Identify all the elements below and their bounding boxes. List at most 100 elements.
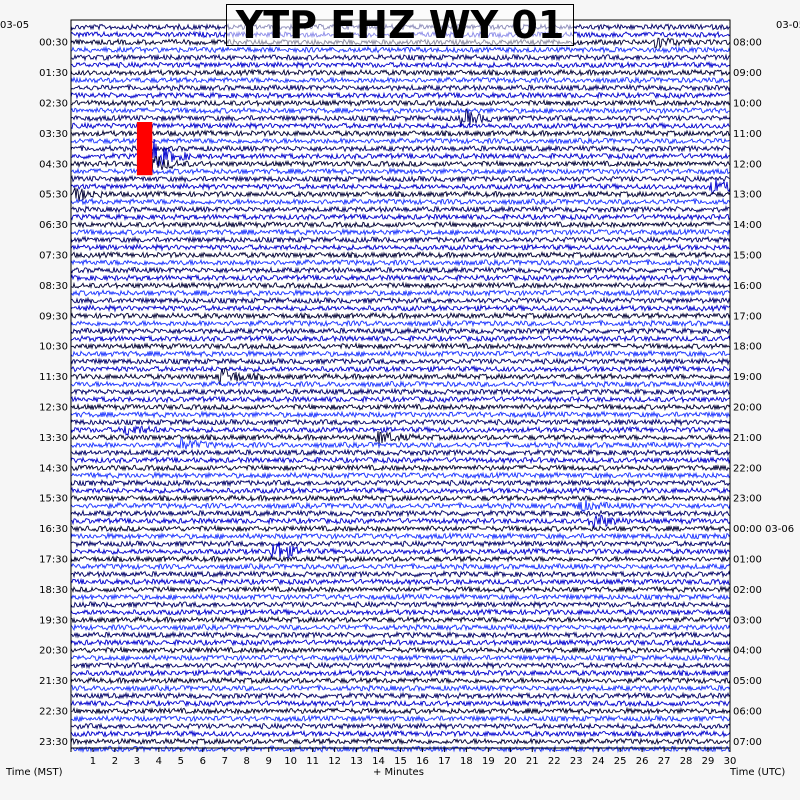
seismic-trace-row-42 xyxy=(70,342,731,351)
right-time-tick-label: 07:00 xyxy=(733,737,762,748)
x-tick-label: 4 xyxy=(156,756,162,767)
seismic-trace-row-20 xyxy=(70,174,731,184)
seismic-trace-row-48 xyxy=(70,387,731,396)
seismic-trace-row-63 xyxy=(70,499,731,513)
seismic-trace-row-81 xyxy=(70,638,731,647)
left-time-tick-label: 08:30 xyxy=(39,281,68,292)
right-time-labels: 08:00 09:00 10:00 11:00 12:00 13:00 14:00 15:00… xyxy=(733,38,794,748)
seismic-trace-row-10 xyxy=(70,98,731,108)
seismic-trace-row-36 xyxy=(70,296,731,305)
right-time-tick-label: 00:00 03-06 xyxy=(733,524,794,535)
seismic-trace-row-61 xyxy=(70,486,731,495)
seismic-trace-row-27 xyxy=(70,227,731,237)
right-time-tick-label: 17:00 xyxy=(733,311,762,322)
x-tick-label: 10 xyxy=(284,756,297,767)
seismic-trace-row-67 xyxy=(70,531,731,541)
x-tick-label: 27 xyxy=(658,756,671,767)
seismic-trace-row-30 xyxy=(70,250,731,260)
left-time-tick-label: 10:30 xyxy=(39,342,68,353)
seismic-trace-row-59 xyxy=(70,471,731,480)
seismic-trace-row-22 xyxy=(70,187,731,202)
seismic-trace-row-75 xyxy=(70,592,731,602)
right-time-tick-label: 01:00 xyxy=(733,555,762,566)
seismic-trace-row-65 xyxy=(70,513,731,529)
seismic-trace-row-31 xyxy=(70,258,731,267)
right-time-tick-label: 04:00 xyxy=(733,646,762,657)
right-time-tick-label: 12:00 xyxy=(733,159,762,170)
left-time-tick-label: 06:30 xyxy=(39,220,68,231)
seismic-trace-row-84 xyxy=(70,661,731,670)
right-time-tick-label: 06:00 xyxy=(733,707,762,718)
left-time-tick-label: 13:30 xyxy=(39,433,68,444)
left-time-tick-label: 04:30 xyxy=(39,159,68,170)
seismic-trace-row-43 xyxy=(70,349,731,359)
seismic-trace-row-58 xyxy=(70,463,731,472)
x-tick-label: 5 xyxy=(178,756,184,767)
seismic-trace-row-87 xyxy=(70,684,731,693)
seismic-trace-row-15 xyxy=(70,136,731,145)
right-time-tick-label: 13:00 xyxy=(733,190,762,201)
x-tick-label: 3 xyxy=(134,756,140,767)
seismic-trace-row-62 xyxy=(70,494,731,503)
seismic-trace-row-16 xyxy=(70,144,731,153)
left-time-tick-label: 17:30 xyxy=(39,555,68,566)
x-tick-label: 28 xyxy=(680,756,693,767)
x-tick-label: 13 xyxy=(350,756,363,767)
left-time-tick-label: 21:30 xyxy=(39,676,68,687)
seismic-trace-row-89 xyxy=(70,699,731,708)
left-time-tick-label: 05:30 xyxy=(39,190,68,201)
x-tick-label: 25 xyxy=(614,756,627,767)
right-time-tick-label: 19:00 xyxy=(733,372,762,383)
x-tick-label: 18 xyxy=(460,756,473,767)
seismic-trace-row-25 xyxy=(70,212,731,222)
right-time-tick-label: 05:00 xyxy=(733,676,762,687)
x-tick-label: 15 xyxy=(394,756,407,767)
x-tick-label: 12 xyxy=(328,756,341,767)
seismic-trace-row-14 xyxy=(70,129,731,138)
x-tick-label: 14 xyxy=(372,756,385,767)
seismic-trace-row-24 xyxy=(70,205,731,214)
trace-group xyxy=(70,22,731,753)
left-time-tick-label: 14:30 xyxy=(39,463,68,474)
left-date-label: 03-05 xyxy=(0,20,30,31)
seismic-trace-row-8 xyxy=(70,83,731,92)
seismic-trace-row-38 xyxy=(70,311,731,320)
seismic-trace-row-34 xyxy=(70,281,731,290)
x-tick-label: 7 xyxy=(222,756,228,767)
left-time-tick-label: 16:30 xyxy=(39,524,68,535)
x-axis-label: + Minutes xyxy=(373,767,424,778)
right-time-tick-label: 21:00 xyxy=(733,433,762,444)
seismic-trace-row-47 xyxy=(70,380,731,389)
seismic-trace-row-17 xyxy=(70,138,731,167)
seismic-trace-row-54 xyxy=(70,431,731,444)
marker-layer xyxy=(136,122,153,176)
seismic-trace-row-45 xyxy=(70,364,731,374)
seismic-trace-row-40 xyxy=(70,326,731,336)
left-time-tick-label: 09:30 xyxy=(39,311,68,322)
x-tick-label: 8 xyxy=(244,756,250,767)
x-tick-label: 17 xyxy=(438,756,451,767)
seismic-trace-row-71 xyxy=(70,562,731,571)
x-tick-label: 22 xyxy=(548,756,561,767)
right-time-tick-label: 09:00 xyxy=(733,68,762,79)
right-time-tick-label: 20:00 xyxy=(733,403,762,414)
seismic-trace-row-18 xyxy=(70,156,731,175)
seismic-trace-row-50 xyxy=(70,402,731,412)
seismic-trace-row-11 xyxy=(70,106,731,115)
seismic-trace-row-51 xyxy=(70,410,731,419)
left-time-tick-label: 01:30 xyxy=(39,68,68,79)
seismic-trace-row-68 xyxy=(70,539,731,549)
seismic-trace-row-69 xyxy=(70,542,731,560)
right-time-tick-label: 16:00 xyxy=(733,281,762,292)
left-time-tick-label: 11:30 xyxy=(39,372,68,383)
seismic-trace-row-32 xyxy=(70,265,731,275)
seismic-trace-row-35 xyxy=(70,288,731,298)
seismic-trace-row-23 xyxy=(70,197,731,206)
seismic-trace-row-85 xyxy=(70,668,731,678)
x-tick-label: 9 xyxy=(266,756,272,767)
seismic-trace-row-82 xyxy=(70,645,731,655)
left-axis-label: Time (MST) xyxy=(6,767,63,778)
right-time-tick-label: 11:00 xyxy=(733,129,762,140)
x-tick-label: 24 xyxy=(592,756,605,767)
